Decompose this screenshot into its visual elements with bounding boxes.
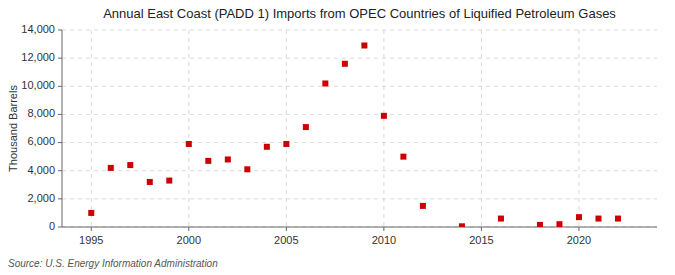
x-tick-label: 2000 <box>177 234 201 246</box>
y-tick <box>58 227 62 228</box>
x-grid-line <box>91 30 92 227</box>
x-tick-label: 2015 <box>469 234 493 246</box>
y-tick-label: 2,000 <box>27 192 55 204</box>
point <box>108 165 114 171</box>
y-grid-line <box>62 58 657 59</box>
point <box>498 216 504 222</box>
points <box>88 42 621 227</box>
point <box>264 144 270 150</box>
y-tick-label: 12,000 <box>21 51 55 63</box>
title: Annual East Coast (PADD 1) Imports from … <box>103 6 616 21</box>
point <box>537 222 543 227</box>
grid <box>62 30 657 227</box>
x-tick <box>286 227 287 231</box>
point <box>147 179 153 185</box>
y-tick <box>58 170 62 171</box>
point <box>88 210 94 216</box>
point <box>322 80 328 86</box>
source-annotation: Source: U.S. Energy Information Administ… <box>8 258 218 269</box>
y-tick-label: 10,000 <box>21 79 55 91</box>
y-tick <box>58 86 62 87</box>
y-grid-line <box>62 86 657 87</box>
y-grid-line <box>62 170 657 171</box>
x-axis-line <box>62 227 657 228</box>
x-tick <box>91 227 92 231</box>
y-tick-label: 6,000 <box>27 135 55 147</box>
x-tick-label: 1995 <box>79 234 103 246</box>
point <box>244 166 250 172</box>
y-tick <box>58 30 62 31</box>
point <box>459 223 465 227</box>
x-tick-label: 2005 <box>274 234 298 246</box>
x-tick <box>481 227 482 231</box>
point <box>400 154 406 160</box>
y-grid-line <box>62 198 657 199</box>
y-grid-line <box>62 30 657 31</box>
y-tick-label: 8,000 <box>27 107 55 119</box>
y-tick <box>58 114 62 115</box>
y-tick <box>58 142 62 143</box>
y-tick-label: 0 <box>49 220 55 232</box>
y-grid-line <box>62 227 657 228</box>
chart: 0 2,000 4,000 6,000 8,000 10,000 12,000 14,000 1… <box>0 0 675 275</box>
point <box>556 221 562 227</box>
y-axis-label: Thousand Barrels <box>7 85 19 172</box>
y-axis-line <box>62 30 63 227</box>
y-tick-label: 4,000 <box>27 164 55 176</box>
point <box>205 158 211 164</box>
y-grid-line <box>62 114 657 115</box>
point <box>342 61 348 67</box>
point <box>283 141 289 147</box>
x-tick <box>578 227 579 231</box>
x-tick <box>188 227 189 231</box>
point <box>186 141 192 147</box>
x-grid-line <box>383 30 384 227</box>
x-grid-line <box>481 30 482 227</box>
y-tick <box>58 198 62 199</box>
y-tick-label: 14,000 <box>21 23 55 35</box>
x-grid-line <box>578 30 579 227</box>
y-tick <box>58 58 62 59</box>
x-tick-label: 2010 <box>372 234 396 246</box>
x-grid-line <box>286 30 287 227</box>
axes: 0 2,000 4,000 6,000 8,000 10,000 12,000 14,000 1… <box>21 23 657 246</box>
y-grid-line <box>62 142 657 143</box>
point <box>615 216 621 222</box>
point <box>361 42 367 48</box>
x-grid-line <box>188 30 189 227</box>
point <box>595 216 601 222</box>
point <box>576 214 582 220</box>
point <box>381 113 387 119</box>
point <box>166 178 172 184</box>
point <box>225 156 231 162</box>
point <box>303 124 309 130</box>
x-tick <box>383 227 384 231</box>
point <box>420 203 426 209</box>
x-tick-label: 2020 <box>567 234 591 246</box>
point <box>127 162 133 168</box>
